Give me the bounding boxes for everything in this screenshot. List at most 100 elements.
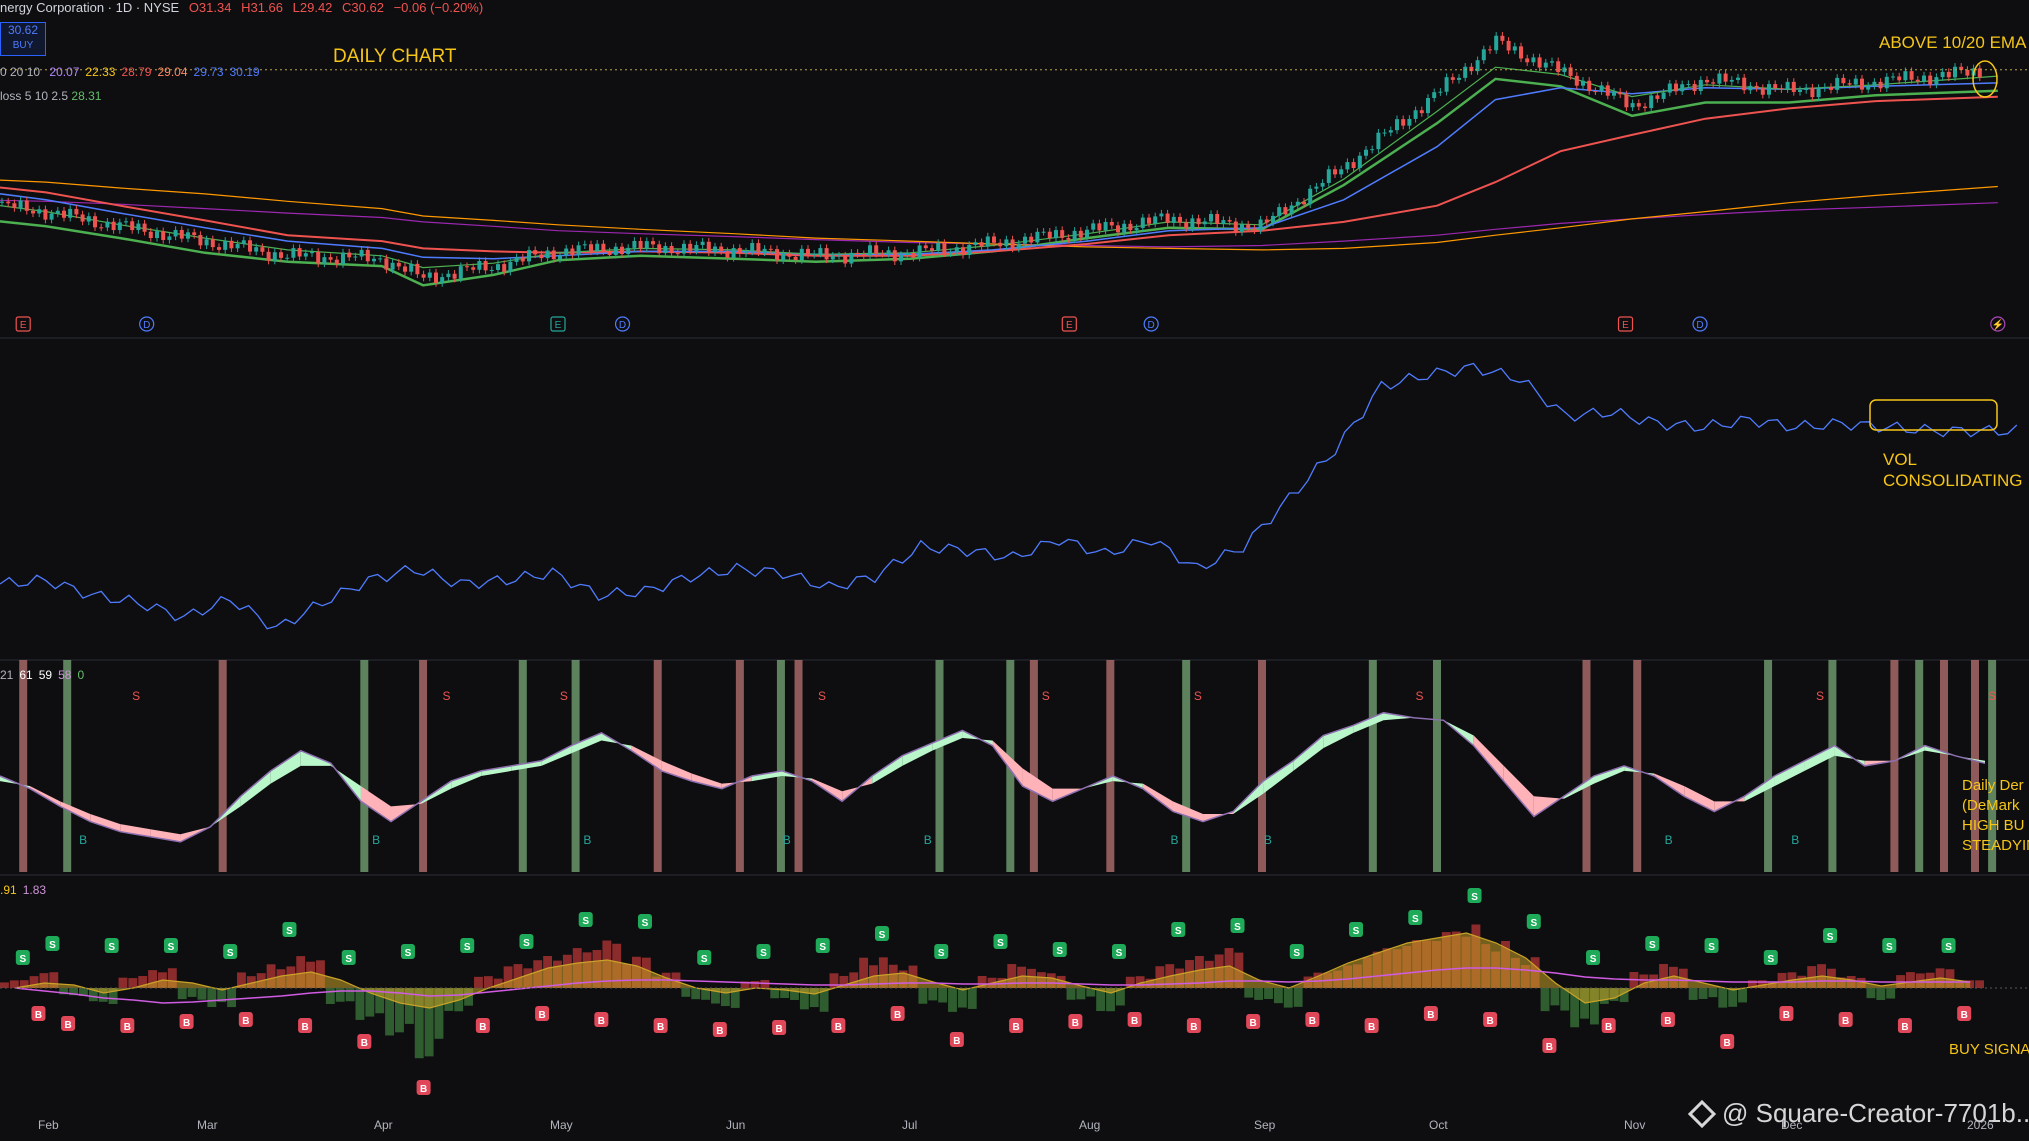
sell-signal-badge-box	[815, 938, 830, 953]
candle-body	[1829, 86, 1833, 90]
time-tick-label: Oct	[1429, 1118, 1448, 1132]
candle-body	[1289, 205, 1294, 215]
demark-fill-segment	[1684, 786, 1715, 812]
candle-body	[130, 221, 135, 231]
candle-body	[43, 209, 48, 220]
momentum-value: 1.83	[22, 883, 47, 897]
buy-signal-badge: B	[298, 1018, 313, 1033]
candle-body	[564, 248, 569, 256]
buy-signal-badge: B	[594, 1012, 609, 1027]
buy-signal-badge-label: B	[1368, 1022, 1375, 1033]
candle-body	[1450, 77, 1455, 80]
annotation-buy-signal: BUY SIGNA	[1949, 1041, 2029, 1058]
momentum-histogram-bar	[691, 988, 701, 1000]
candle-body	[570, 248, 575, 256]
demark-b-label: B	[79, 833, 87, 847]
candle-body	[1159, 213, 1164, 217]
candle-body	[1531, 57, 1536, 63]
candle-body	[1872, 81, 1877, 86]
candle-body	[1097, 223, 1102, 231]
momentum-histogram-bar	[681, 988, 691, 997]
momentum-histogram-bar	[1876, 988, 1886, 1000]
candle-body	[167, 236, 172, 240]
annotation-daily-chart: DAILY CHART	[333, 46, 457, 67]
ema-value: 30.19	[229, 65, 260, 79]
demark-fill-segment	[1263, 760, 1294, 794]
candle-body	[1686, 84, 1691, 86]
momentum-histogram-bar	[1283, 988, 1293, 1008]
sell-signal-badge-label: S	[1827, 932, 1834, 943]
demark-fill-segment	[1503, 765, 1534, 817]
buy-signal-badge-label: B	[64, 1020, 71, 1031]
candle-body	[322, 257, 327, 264]
ema-legend[interactable]: 0 20 10 20.07 22.33 28.79 29.04 29.73 30.19	[0, 65, 272, 79]
buy-signal-badge-label: B	[1013, 1022, 1020, 1033]
buy-signal-badge-label: B	[1961, 1010, 1968, 1021]
candle-body	[1779, 88, 1784, 90]
momentum-histogram-bar	[1747, 980, 1757, 988]
earnings-marker-box	[15, 316, 31, 332]
momentum-histogram-bar	[434, 988, 444, 1039]
sell-signal-badge: S	[282, 922, 297, 937]
demark-value: 0	[77, 668, 85, 682]
candle-body	[1624, 94, 1629, 108]
candle-body	[235, 244, 240, 249]
momentum-histogram-bar	[1264, 988, 1273, 999]
candle-body	[1357, 155, 1362, 169]
candle-body	[1109, 221, 1114, 226]
buy-signal-badge-box	[535, 1006, 550, 1021]
sell-signal-badge-box	[45, 936, 60, 951]
candle-body	[514, 257, 519, 262]
sell-signal-badge: S	[1823, 928, 1838, 943]
candle-body	[849, 252, 854, 264]
sma-100-line	[0, 199, 1998, 248]
stop-loss-legend[interactable]: loss 5 10 2.5 28.31	[0, 89, 101, 103]
time-tick-label: Dec	[1781, 1118, 1803, 1132]
candle-body	[1128, 223, 1133, 231]
candle-body	[775, 249, 779, 261]
buy-signal-badge-box	[120, 1018, 135, 1033]
sell-signal-badge-box	[697, 950, 712, 965]
candle-body	[719, 246, 724, 252]
candle-body	[217, 247, 221, 250]
buy-signal-badge-label: B	[1546, 1042, 1553, 1053]
demark-fill-segment	[270, 750, 301, 784]
annotation-vol-line-2: CONSOLIDATING	[1883, 471, 2023, 490]
momentum-histogram-bar	[138, 976, 148, 988]
demark-fill-segment	[1293, 735, 1324, 771]
sell-signal-badge-label: S	[168, 942, 175, 953]
momentum-legend[interactable]: .91 1.83	[0, 883, 52, 897]
momentum-histogram-bar	[365, 988, 375, 1017]
momentum-histogram-bar	[296, 956, 306, 988]
buy-signal-badge-label: B	[479, 1022, 486, 1033]
buy-signal-badge: B	[416, 1080, 431, 1095]
momentum-histogram-bar	[918, 988, 928, 1004]
earnings-marker: E	[1061, 316, 1077, 332]
candle-body	[620, 246, 624, 254]
candle-body	[365, 249, 370, 262]
buy-price-tag[interactable]: 30.62 BUY	[0, 22, 46, 56]
momentum-histogram-bar	[799, 988, 809, 1010]
buy-signal-badge: B	[1483, 1012, 1498, 1027]
momentum-histogram-bar	[88, 988, 98, 1002]
sell-signal-badge: S	[1408, 910, 1423, 925]
sell-signal-badge-box	[519, 934, 534, 949]
candle-body	[254, 247, 259, 252]
momentum-histogram-bar	[1738, 988, 1747, 1003]
close-value: C30.62	[342, 0, 384, 15]
buy-signal-badge: B	[1779, 1006, 1794, 1021]
sell-signal-badge-label: S	[701, 954, 708, 965]
candle-body	[1091, 223, 1096, 230]
sell-signal-badge-box	[1526, 914, 1541, 929]
candle-body	[341, 252, 345, 265]
sell-signal-badge-label: S	[1649, 940, 1656, 951]
demark-sell-bar	[1258, 660, 1266, 872]
buy-signal-badge-box	[772, 1020, 787, 1035]
momentum-histogram-bar	[177, 988, 187, 1000]
candle-body	[421, 274, 426, 278]
momentum-histogram-bar	[1293, 988, 1303, 1007]
demark-sell-bar	[794, 660, 803, 872]
candle-body	[136, 223, 141, 231]
demark-legend[interactable]: 21 61 59 58 0	[0, 668, 90, 682]
